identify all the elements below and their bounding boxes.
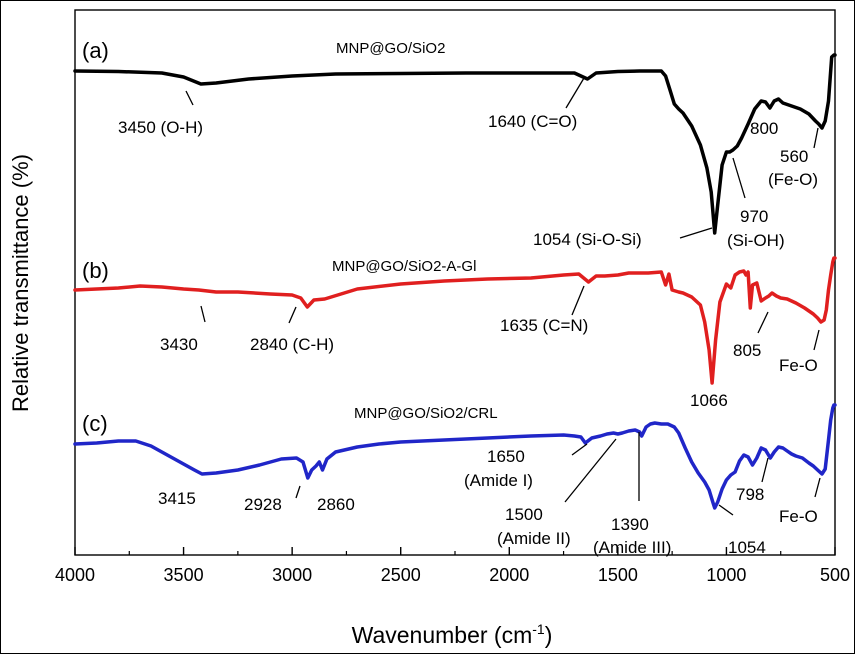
annotation-800: 800 <box>750 119 778 138</box>
series-line-b <box>73 256 837 385</box>
x-tick-label-4000: 4000 <box>55 565 95 585</box>
leader-798 <box>761 457 769 483</box>
annotation-1054-sios: 1054 (Si-O-Si) <box>533 230 642 249</box>
leader-feo-c <box>814 477 821 498</box>
annotation-560: 560 <box>780 147 808 166</box>
annotation-1066: 1066 <box>690 391 728 410</box>
annotation-feo-b: Fe-O <box>779 356 818 375</box>
series-line-a <box>73 53 837 235</box>
leader-1054c <box>718 504 734 516</box>
leader-3430 <box>200 305 206 323</box>
x-tick-label-1500: 1500 <box>598 565 638 585</box>
annotation-970: 970 <box>740 207 768 226</box>
annotation-1500-amide: (Amide II) <box>497 529 571 548</box>
x-tick-label-3000: 3000 <box>272 565 312 585</box>
leader-1635 <box>571 285 585 316</box>
x-tick-label-3500: 3500 <box>164 565 204 585</box>
annotation-970-sioh: (Si-OH) <box>727 231 785 250</box>
annotation-560-feo: (Fe-O) <box>768 170 818 189</box>
annotation-2860: 2860 <box>317 495 355 514</box>
annotation-1650-amide: (Amide I) <box>464 471 533 490</box>
series-tag-b: (b) <box>82 258 109 283</box>
leader-1650 <box>571 443 588 456</box>
annotation-3415: 3415 <box>158 489 196 508</box>
annotation-1640: 1640 (C=O) <box>488 112 577 131</box>
annotation-3430: 3430 <box>160 335 198 354</box>
series-name-c: MNP@GO/SiO2/CRL <box>354 405 498 422</box>
x-axis: 4000 3500 3000 2500 2000 1500 1000 500 <box>55 547 850 585</box>
series-line-c <box>73 403 837 510</box>
x-tick-label-500: 500 <box>820 565 850 585</box>
leader-feo-b <box>813 329 820 351</box>
annotation-1650: 1650 <box>487 447 525 466</box>
leader-2840 <box>288 306 297 324</box>
annotation-805: 805 <box>733 341 761 360</box>
leader-805 <box>757 311 769 334</box>
y-axis-label: Relative transmittance (%) <box>8 154 33 412</box>
annotation-1500: 1500 <box>505 505 543 524</box>
annotation-1054c: 1054 <box>728 538 766 557</box>
leader-1640 <box>565 77 585 109</box>
annotation-1635: 1635 (C=N) <box>500 316 588 335</box>
annotations: 3450 (O-H) 1640 (C=O) 800 560 (Fe-O) 970… <box>118 112 818 557</box>
series-name-b: MNP@GO/SiO2-A-Gl <box>332 258 476 275</box>
annotation-lines-c <box>564 432 821 516</box>
leader-3450 <box>185 90 194 106</box>
annotation-feo-c: Fe-O <box>779 507 818 526</box>
x-tick-label-2000: 2000 <box>489 565 529 585</box>
annotation-3450: 3450 (O-H) <box>118 118 203 137</box>
annotation-1390-amide: (Amide III) <box>593 538 671 557</box>
annotation-2840: 2840 (C-H) <box>250 335 334 354</box>
annotation-2928: 2928 <box>244 495 282 514</box>
leader-1054a <box>679 227 713 239</box>
annotation-lines <box>185 77 820 499</box>
annotation-1390: 1390 <box>611 515 649 534</box>
x-tick-label-1000: 1000 <box>706 565 746 585</box>
series-tag-a: (a) <box>82 38 109 63</box>
plot-area <box>74 9 836 556</box>
leader-970 <box>732 157 746 199</box>
series-name-a: MNP@GO/SiO2 <box>336 40 445 57</box>
leader-1500 <box>564 438 617 503</box>
leader-2928 <box>295 485 301 499</box>
series-tag-c: (c) <box>82 411 108 436</box>
x-tick-label-2500: 2500 <box>381 565 421 585</box>
leader-560 <box>813 127 819 149</box>
x-axis-label: Wavenumber (cm-1) <box>352 621 553 648</box>
annotation-798: 798 <box>736 485 764 504</box>
